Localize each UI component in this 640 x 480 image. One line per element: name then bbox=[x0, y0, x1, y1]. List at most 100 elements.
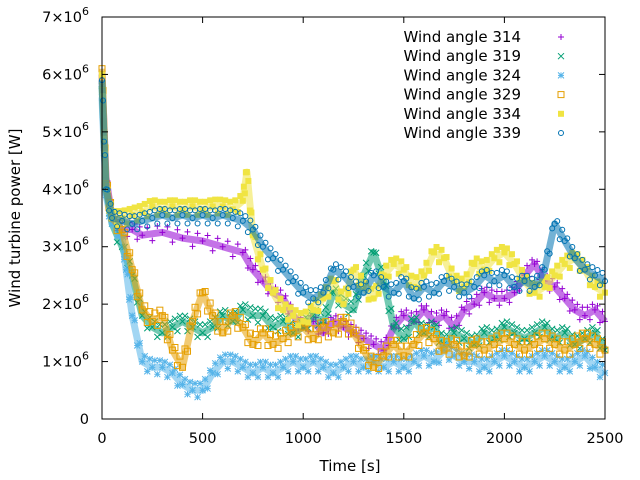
data-point bbox=[342, 268, 349, 275]
data-point bbox=[403, 275, 410, 282]
data-point bbox=[277, 287, 284, 294]
data-point bbox=[596, 319, 603, 326]
data-point bbox=[363, 278, 370, 285]
data-point bbox=[383, 278, 390, 285]
data-point bbox=[166, 361, 174, 369]
data-point bbox=[586, 344, 594, 352]
data-point bbox=[556, 367, 564, 375]
data-point bbox=[297, 279, 304, 286]
data-point bbox=[546, 250, 553, 257]
data-point bbox=[297, 310, 304, 317]
data-point bbox=[169, 203, 176, 210]
data-point bbox=[136, 203, 143, 210]
data-point bbox=[410, 358, 418, 365]
data-point bbox=[355, 293, 362, 300]
data-point bbox=[239, 306, 247, 314]
data-point bbox=[222, 197, 229, 204]
data-point bbox=[312, 352, 320, 360]
data-point bbox=[282, 355, 289, 363]
data-point bbox=[556, 236, 563, 243]
data-point bbox=[412, 331, 420, 339]
data-point bbox=[541, 352, 548, 360]
data-point bbox=[358, 272, 365, 279]
data-point bbox=[523, 326, 531, 334]
data-point bbox=[395, 290, 402, 297]
data-point bbox=[385, 273, 392, 280]
plot-frame bbox=[101, 16, 606, 420]
data-point bbox=[485, 367, 493, 375]
data-point bbox=[476, 270, 483, 277]
data-point bbox=[122, 266, 130, 274]
data-point bbox=[528, 324, 536, 331]
data-point bbox=[480, 346, 488, 354]
y-axis-label: Wind turbine power [W] bbox=[6, 129, 24, 308]
data-point bbox=[398, 308, 405, 315]
data-point bbox=[370, 249, 377, 256]
data-point bbox=[387, 305, 395, 313]
data-point bbox=[149, 203, 156, 210]
data-point bbox=[377, 263, 385, 271]
data-point bbox=[365, 362, 373, 370]
series-layer bbox=[98, 65, 609, 401]
data-point bbox=[199, 329, 206, 337]
data-point bbox=[373, 282, 380, 289]
data-point bbox=[425, 339, 433, 347]
data-point bbox=[224, 238, 231, 245]
data-point bbox=[566, 367, 574, 375]
data-point bbox=[269, 323, 277, 331]
data-point bbox=[124, 226, 131, 233]
data-point bbox=[365, 287, 372, 294]
data-point bbox=[191, 303, 199, 311]
data-point bbox=[201, 321, 209, 328]
data-point bbox=[304, 336, 312, 344]
data-point bbox=[390, 358, 398, 365]
data-point bbox=[204, 385, 211, 392]
data-point bbox=[330, 369, 337, 377]
data-point bbox=[289, 329, 297, 337]
data-point bbox=[169, 239, 176, 246]
data-point bbox=[114, 223, 121, 230]
data-point bbox=[531, 283, 538, 290]
data-point bbox=[294, 333, 302, 341]
data-point bbox=[521, 363, 528, 371]
legend-label: Wind angle 329 bbox=[404, 86, 521, 104]
data-point bbox=[393, 255, 400, 262]
data-point bbox=[209, 203, 216, 210]
data-point bbox=[453, 336, 461, 344]
data-point bbox=[488, 287, 495, 294]
y-tick-label: 2×106 bbox=[42, 292, 89, 313]
data-point bbox=[249, 266, 256, 273]
data-point bbox=[295, 322, 302, 329]
data-point bbox=[241, 190, 248, 197]
data-point bbox=[559, 256, 566, 263]
data-point bbox=[274, 344, 282, 352]
data-point bbox=[317, 284, 324, 291]
data-point bbox=[106, 207, 113, 214]
data-point bbox=[327, 361, 335, 369]
data-point bbox=[166, 197, 173, 204]
data-point bbox=[337, 358, 345, 366]
data-point bbox=[181, 198, 188, 205]
data-point bbox=[353, 278, 360, 285]
data-point bbox=[304, 367, 312, 375]
data-point bbox=[247, 217, 254, 224]
data-point bbox=[151, 197, 158, 204]
legend-marker bbox=[558, 130, 564, 136]
data-point bbox=[591, 283, 598, 290]
data-point bbox=[594, 278, 601, 285]
data-point bbox=[546, 285, 553, 292]
data-point bbox=[503, 245, 510, 252]
data-point bbox=[357, 355, 365, 363]
legend-label: Wind angle 314 bbox=[404, 28, 521, 46]
data-point bbox=[586, 276, 593, 283]
data-point bbox=[465, 353, 473, 361]
data-point bbox=[425, 267, 432, 274]
data-point bbox=[496, 302, 503, 309]
data-point bbox=[216, 318, 224, 326]
data-point bbox=[471, 301, 478, 308]
data-point bbox=[418, 347, 425, 354]
data-point bbox=[498, 244, 505, 251]
data-point bbox=[574, 251, 581, 258]
data-point bbox=[461, 289, 468, 296]
data-point bbox=[511, 283, 518, 290]
